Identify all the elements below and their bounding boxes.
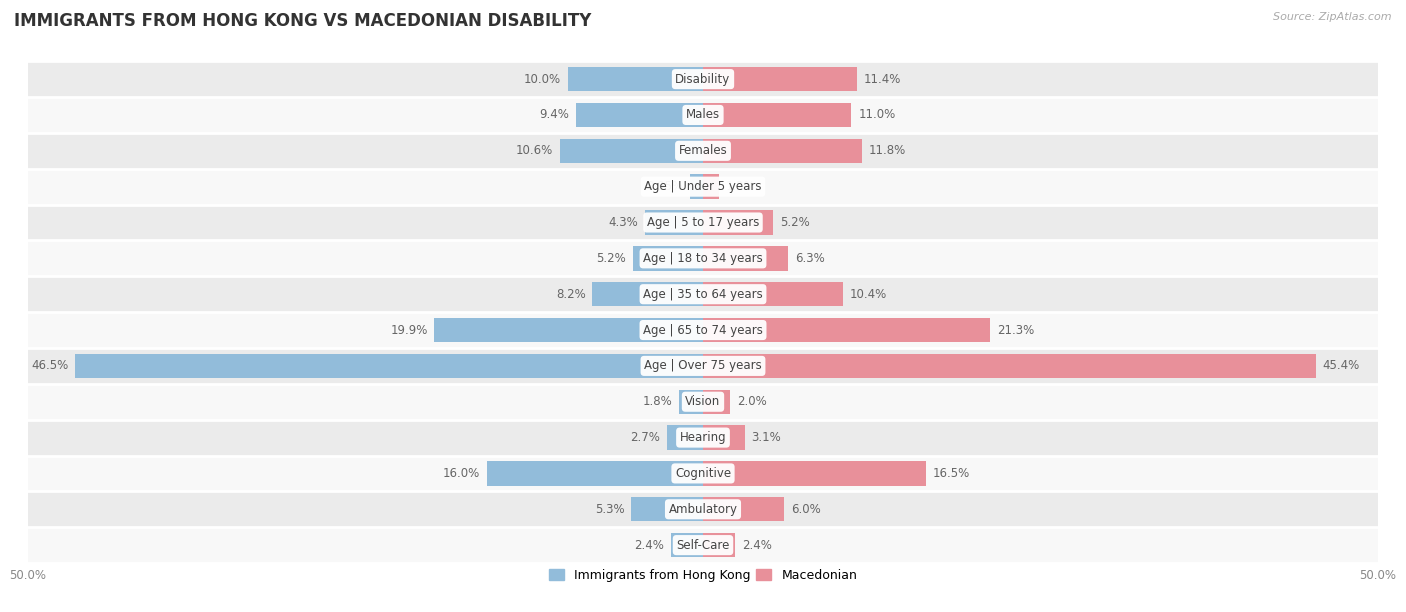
Bar: [28, 133, 1378, 169]
Bar: [703, 390, 730, 414]
Text: 2.4%: 2.4%: [634, 539, 664, 551]
Text: Age | Under 5 years: Age | Under 5 years: [644, 180, 762, 193]
Text: Age | 5 to 17 years: Age | 5 to 17 years: [647, 216, 759, 229]
Text: 11.8%: 11.8%: [869, 144, 907, 157]
Text: 3.1%: 3.1%: [752, 431, 782, 444]
Bar: [703, 246, 787, 271]
Bar: [28, 61, 1378, 97]
Legend: Immigrants from Hong Kong, Macedonian: Immigrants from Hong Kong, Macedonian: [544, 564, 862, 587]
Text: 0.95%: 0.95%: [647, 180, 683, 193]
Text: IMMIGRANTS FROM HONG KONG VS MACEDONIAN DISABILITY: IMMIGRANTS FROM HONG KONG VS MACEDONIAN …: [14, 12, 592, 30]
Text: Males: Males: [686, 108, 720, 121]
Text: 8.2%: 8.2%: [555, 288, 585, 300]
Text: Age | 35 to 64 years: Age | 35 to 64 years: [643, 288, 763, 300]
Text: 5.2%: 5.2%: [780, 216, 810, 229]
Text: 6.0%: 6.0%: [790, 503, 821, 516]
Text: Vision: Vision: [685, 395, 721, 408]
Bar: [28, 384, 1378, 420]
Bar: [28, 455, 1378, 491]
Bar: [690, 174, 703, 199]
Text: 19.9%: 19.9%: [391, 324, 427, 337]
Bar: [666, 425, 703, 450]
Text: 11.4%: 11.4%: [863, 73, 901, 86]
Text: 2.0%: 2.0%: [737, 395, 766, 408]
Bar: [28, 241, 1378, 276]
Bar: [703, 174, 720, 199]
Bar: [671, 533, 703, 558]
Bar: [703, 354, 1316, 378]
Text: Cognitive: Cognitive: [675, 467, 731, 480]
Text: 2.7%: 2.7%: [630, 431, 659, 444]
Text: Source: ZipAtlas.com: Source: ZipAtlas.com: [1274, 12, 1392, 22]
Text: Females: Females: [679, 144, 727, 157]
Bar: [28, 491, 1378, 527]
Bar: [486, 461, 703, 485]
Text: 16.0%: 16.0%: [443, 467, 481, 480]
Bar: [703, 318, 990, 342]
Bar: [28, 527, 1378, 563]
Text: 1.8%: 1.8%: [643, 395, 672, 408]
Text: Hearing: Hearing: [679, 431, 727, 444]
Bar: [28, 204, 1378, 241]
Bar: [568, 67, 703, 91]
Text: 21.3%: 21.3%: [997, 324, 1035, 337]
Bar: [703, 425, 745, 450]
Text: Age | 65 to 74 years: Age | 65 to 74 years: [643, 324, 763, 337]
Text: 5.3%: 5.3%: [595, 503, 624, 516]
Text: 16.5%: 16.5%: [932, 467, 970, 480]
Text: Ambulatory: Ambulatory: [668, 503, 738, 516]
Text: Age | Over 75 years: Age | Over 75 years: [644, 359, 762, 372]
Bar: [560, 139, 703, 163]
Bar: [703, 139, 862, 163]
Bar: [703, 282, 844, 307]
Text: 2.4%: 2.4%: [742, 539, 772, 551]
Text: 10.6%: 10.6%: [516, 144, 553, 157]
Text: Self-Care: Self-Care: [676, 539, 730, 551]
Bar: [434, 318, 703, 342]
Bar: [703, 461, 925, 485]
Bar: [28, 312, 1378, 348]
Text: Disability: Disability: [675, 73, 731, 86]
Text: 9.4%: 9.4%: [540, 108, 569, 121]
Text: 11.0%: 11.0%: [858, 108, 896, 121]
Bar: [576, 103, 703, 127]
Text: 10.4%: 10.4%: [851, 288, 887, 300]
Bar: [28, 276, 1378, 312]
Text: 5.2%: 5.2%: [596, 252, 626, 265]
Text: Age | 18 to 34 years: Age | 18 to 34 years: [643, 252, 763, 265]
Bar: [703, 211, 773, 234]
Bar: [679, 390, 703, 414]
Bar: [633, 246, 703, 271]
Bar: [76, 354, 703, 378]
Bar: [28, 420, 1378, 455]
Bar: [703, 67, 856, 91]
Bar: [631, 497, 703, 521]
Bar: [645, 211, 703, 234]
Text: 1.2%: 1.2%: [725, 180, 756, 193]
Text: 10.0%: 10.0%: [524, 73, 561, 86]
Text: 4.3%: 4.3%: [609, 216, 638, 229]
Bar: [703, 533, 735, 558]
Bar: [28, 169, 1378, 204]
Bar: [703, 497, 785, 521]
Bar: [28, 97, 1378, 133]
Bar: [703, 103, 852, 127]
Text: 45.4%: 45.4%: [1323, 359, 1360, 372]
Bar: [28, 348, 1378, 384]
Bar: [592, 282, 703, 307]
Text: 46.5%: 46.5%: [31, 359, 69, 372]
Text: 6.3%: 6.3%: [794, 252, 824, 265]
